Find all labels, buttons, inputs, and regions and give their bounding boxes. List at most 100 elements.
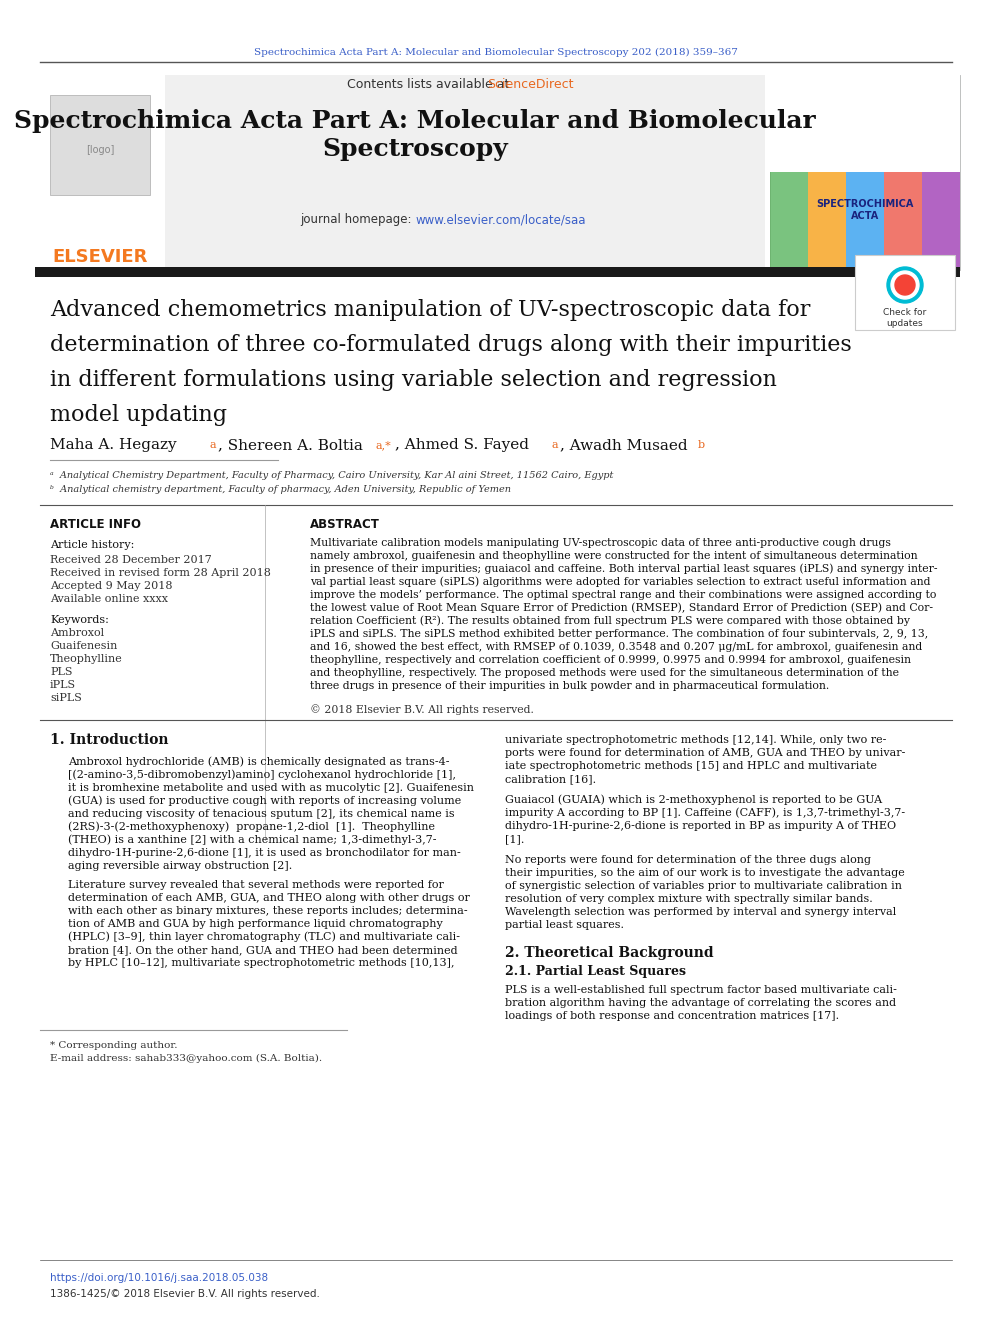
- Text: Guaiacol (GUAIA) which is 2-methoxyphenol is reported to be GUA: Guaiacol (GUAIA) which is 2-methoxypheno…: [505, 795, 882, 806]
- Text: a: a: [209, 441, 215, 450]
- Text: Article history:: Article history:: [50, 540, 134, 550]
- Text: aging reversible airway obstruction [2].: aging reversible airway obstruction [2].: [68, 861, 293, 871]
- Text: , Awadh Musaed: , Awadh Musaed: [560, 438, 692, 452]
- Text: and theophylline, respectively. The proposed methods were used for the simultane: and theophylline, respectively. The prop…: [310, 668, 899, 677]
- Text: Received in revised form 28 April 2018: Received in revised form 28 April 2018: [50, 568, 271, 578]
- Text: loadings of both response and concentration matrices [17].: loadings of both response and concentrat…: [505, 1011, 839, 1021]
- Bar: [35, 267, 960, 277]
- Text: it is bromhexine metabolite and used with as mucolytic [2]. Guaifenesin: it is bromhexine metabolite and used wit…: [68, 783, 474, 792]
- Text: (THEO) is a xanthine [2] with a chemical name; 1,3-dimethyl-3,7-: (THEO) is a xanthine [2] with a chemical…: [68, 835, 436, 845]
- Text: 2.1. Partial Least Squares: 2.1. Partial Least Squares: [505, 966, 686, 979]
- Text: siPLS: siPLS: [50, 693, 82, 703]
- Text: improve the models’ performance. The optimal spectral range and their combinatio: improve the models’ performance. The opt…: [310, 590, 936, 601]
- Text: Received 28 December 2017: Received 28 December 2017: [50, 556, 211, 565]
- Text: and 16, showed the best effect, with RMSEP of 0.1039, 0.3548 and 0.207 μg/mL for: and 16, showed the best effect, with RMS…: [310, 642, 923, 652]
- Text: journal homepage:: journal homepage:: [300, 213, 415, 226]
- Text: univariate spectrophotometric methods [12,14]. While, only two re-: univariate spectrophotometric methods [1…: [505, 736, 887, 745]
- Text: (HPLC) [3–9], thin layer chromatography (TLC) and multivariate cali-: (HPLC) [3–9], thin layer chromatography …: [68, 931, 460, 942]
- Text: SPECTROCHIMICA
ACTA: SPECTROCHIMICA ACTA: [816, 200, 914, 221]
- Bar: [770, 75, 960, 270]
- Text: bration [4]. On the other hand, GUA and THEO had been determined: bration [4]. On the other hand, GUA and …: [68, 945, 457, 955]
- Text: relation Coefficient (R²). The results obtained from full spectrum PLS were comp: relation Coefficient (R²). The results o…: [310, 615, 910, 626]
- Text: Multivariate calibration models manipulating UV-spectroscopic data of three anti: Multivariate calibration models manipula…: [310, 538, 891, 548]
- Text: a: a: [551, 441, 558, 450]
- Text: Check for
updates: Check for updates: [883, 308, 927, 328]
- Text: Advanced chemometrics manipulation of UV-spectroscopic data for: Advanced chemometrics manipulation of UV…: [50, 299, 810, 321]
- Text: namely ambroxol, guaifenesin and theophylline were constructed for the intent of: namely ambroxol, guaifenesin and theophy…: [310, 550, 918, 561]
- Bar: [884, 172, 922, 270]
- Text: ᵇ  Analytical chemistry department, Faculty of pharmacy, Aden University, Republ: ᵇ Analytical chemistry department, Facul…: [50, 486, 511, 495]
- Text: Spectrochimica Acta Part A: Molecular and Biomolecular
Spectroscopy: Spectrochimica Acta Part A: Molecular an…: [14, 108, 815, 161]
- Text: by HPLC [10–12], multivariate spectrophotometric methods [10,13],: by HPLC [10–12], multivariate spectropho…: [68, 958, 454, 968]
- Text: PLS: PLS: [50, 667, 72, 677]
- Bar: [35, 75, 165, 270]
- Text: iPLS: iPLS: [50, 680, 76, 691]
- Text: iate spectrophotometric methods [15] and HPLC and multivariate: iate spectrophotometric methods [15] and…: [505, 761, 877, 771]
- Text: dihydro-1H-purine-2,6-dione [1], it is used as bronchodilator for man-: dihydro-1H-purine-2,6-dione [1], it is u…: [68, 848, 460, 859]
- Bar: [50, 95, 150, 194]
- Text: dihydro-1H-purine-2,6-dione is reported in BP as impurity A of THEO: dihydro-1H-purine-2,6-dione is reported …: [505, 822, 896, 831]
- Text: Theophylline: Theophylline: [50, 654, 123, 664]
- Text: determination of each AMB, GUA, and THEO along with other drugs or: determination of each AMB, GUA, and THEO…: [68, 893, 470, 904]
- Text: with each other as binary mixtures, these reports includes; determina-: with each other as binary mixtures, thes…: [68, 906, 467, 916]
- Text: 1386-1425/© 2018 Elsevier B.V. All rights reserved.: 1386-1425/© 2018 Elsevier B.V. All right…: [50, 1289, 319, 1299]
- Text: the lowest value of Root Mean Square Error of Prediction (RMSEP), Standard Error: the lowest value of Root Mean Square Err…: [310, 603, 933, 614]
- Text: calibration [16].: calibration [16].: [505, 774, 596, 785]
- Text: (GUA) is used for productive cough with reports of increasing volume: (GUA) is used for productive cough with …: [68, 795, 461, 806]
- Circle shape: [895, 275, 915, 295]
- Bar: [855, 255, 955, 329]
- Text: ᵃ  Analytical Chemistry Department, Faculty of Pharmacy, Cairo University, Kar A: ᵃ Analytical Chemistry Department, Facul…: [50, 471, 613, 479]
- Text: b: b: [698, 441, 705, 450]
- Text: Keywords:: Keywords:: [50, 615, 109, 624]
- Text: resolution of very complex mixture with spectrally similar bands.: resolution of very complex mixture with …: [505, 894, 873, 904]
- Text: Guaifenesin: Guaifenesin: [50, 642, 117, 651]
- Text: ABSTRACT: ABSTRACT: [310, 519, 380, 532]
- Text: E-mail address: sahab333@yahoo.com (S.A. Boltia).: E-mail address: sahab333@yahoo.com (S.A.…: [50, 1053, 322, 1062]
- Text: three drugs in presence of their impurities in bulk powder and in pharmaceutical: three drugs in presence of their impurit…: [310, 681, 829, 691]
- Text: , Shereen A. Boltia: , Shereen A. Boltia: [218, 438, 368, 452]
- Text: tion of AMB and GUA by high performance liquid chromatography: tion of AMB and GUA by high performance …: [68, 919, 442, 929]
- Text: Ambroxol: Ambroxol: [50, 628, 104, 638]
- Text: * Corresponding author.: * Corresponding author.: [50, 1040, 178, 1049]
- Text: in presence of their impurities; guaiacol and caffeine. Both interval partial le: in presence of their impurities; guaiaco…: [310, 564, 937, 574]
- Text: iPLS and siPLS. The siPLS method exhibited better performance. The combination o: iPLS and siPLS. The siPLS method exhibit…: [310, 628, 929, 639]
- Text: (2RS)-3-(2-methoxyphenoxy)  propane-1,2-diol  [1].  Theophylline: (2RS)-3-(2-methoxyphenoxy) propane-1,2-d…: [68, 822, 435, 832]
- Text: model updating: model updating: [50, 404, 227, 426]
- Circle shape: [891, 271, 919, 299]
- Text: in different formulations using variable selection and regression: in different formulations using variable…: [50, 369, 777, 392]
- Text: [1].: [1].: [505, 833, 525, 844]
- Text: © 2018 Elsevier B.V. All rights reserved.: © 2018 Elsevier B.V. All rights reserved…: [310, 705, 534, 716]
- Bar: [770, 172, 808, 270]
- Text: ports were found for determination of AMB, GUA and THEO by univar-: ports were found for determination of AM…: [505, 747, 906, 758]
- Text: of synergistic selection of variables prior to multivariate calibration in: of synergistic selection of variables pr…: [505, 881, 902, 890]
- Text: Available online xxxx: Available online xxxx: [50, 594, 168, 605]
- Text: partial least squares.: partial least squares.: [505, 919, 624, 930]
- Text: impurity A according to BP [1]. Caffeine (CAFF), is 1,3,7-trimethyl-3,7-: impurity A according to BP [1]. Caffeine…: [505, 808, 905, 819]
- Text: No reports were found for determination of the three dugs along: No reports were found for determination …: [505, 855, 871, 865]
- Bar: [770, 75, 960, 172]
- Text: Spectrochimica Acta Part A: Molecular and Biomolecular Spectroscopy 202 (2018) 3: Spectrochimica Acta Part A: Molecular an…: [254, 48, 738, 57]
- Text: Ambroxol hydrochloride (AMB) is chemically designated as trans-4-: Ambroxol hydrochloride (AMB) is chemical…: [68, 757, 449, 767]
- Text: and reducing viscosity of tenacious sputum [2], its chemical name is: and reducing viscosity of tenacious sput…: [68, 808, 454, 819]
- Bar: [922, 172, 960, 270]
- Text: , Ahmed S. Fayed: , Ahmed S. Fayed: [395, 438, 534, 452]
- Text: Maha A. Hegazy: Maha A. Hegazy: [50, 438, 182, 452]
- Text: val partial least square (siPLS) algorithms were adopted for variables selection: val partial least square (siPLS) algorit…: [310, 577, 930, 587]
- Text: their impurities, so the aim of our work is to investigate the advantage: their impurities, so the aim of our work…: [505, 868, 905, 878]
- Text: 2. Theoretical Background: 2. Theoretical Background: [505, 946, 713, 960]
- Text: Literature survey revealed that several methods were reported for: Literature survey revealed that several …: [68, 880, 443, 890]
- Text: PLS is a well-established full spectrum factor based multivariate cali-: PLS is a well-established full spectrum …: [505, 986, 897, 995]
- Text: www.elsevier.com/locate/saa: www.elsevier.com/locate/saa: [415, 213, 585, 226]
- Text: [(2-amino-3,5-dibromobenzyl)amino] cyclohexanol hydrochloride [1],: [(2-amino-3,5-dibromobenzyl)amino] cyclo…: [68, 770, 456, 781]
- Text: ARTICLE INFO: ARTICLE INFO: [50, 519, 141, 532]
- Text: Wavelength selection was performed by interval and synergy interval: Wavelength selection was performed by in…: [505, 908, 896, 917]
- Text: [logo]: [logo]: [86, 146, 114, 155]
- Bar: [808, 172, 846, 270]
- Text: a,*: a,*: [375, 441, 391, 450]
- Text: ELSEVIER: ELSEVIER: [53, 247, 148, 266]
- Text: https://doi.org/10.1016/j.saa.2018.05.038: https://doi.org/10.1016/j.saa.2018.05.03…: [50, 1273, 268, 1283]
- Text: Accepted 9 May 2018: Accepted 9 May 2018: [50, 581, 173, 591]
- Text: determination of three co-formulated drugs along with their impurities: determination of three co-formulated dru…: [50, 333, 852, 356]
- Text: ScienceDirect: ScienceDirect: [487, 78, 573, 91]
- Text: theophylline, respectively and correlation coefficient of 0.9999, 0.9975 and 0.9: theophylline, respectively and correlati…: [310, 655, 911, 665]
